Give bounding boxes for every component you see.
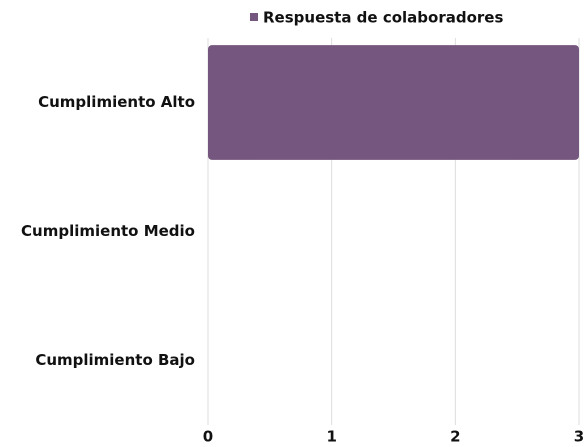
- legend-swatch: [250, 13, 258, 21]
- x-tick-label: 3: [574, 428, 584, 446]
- x-tick-label: 0: [203, 428, 213, 446]
- x-tick-label: 1: [326, 428, 336, 446]
- x-tick-label: 2: [450, 428, 460, 446]
- bar: [208, 45, 579, 160]
- legend-label: Respuesta de colaboradores: [263, 9, 503, 27]
- y-tick-label: Cumplimiento Bajo: [35, 351, 195, 369]
- y-tick-label: Cumplimiento Alto: [38, 93, 195, 111]
- y-tick-label: Cumplimiento Medio: [21, 222, 195, 240]
